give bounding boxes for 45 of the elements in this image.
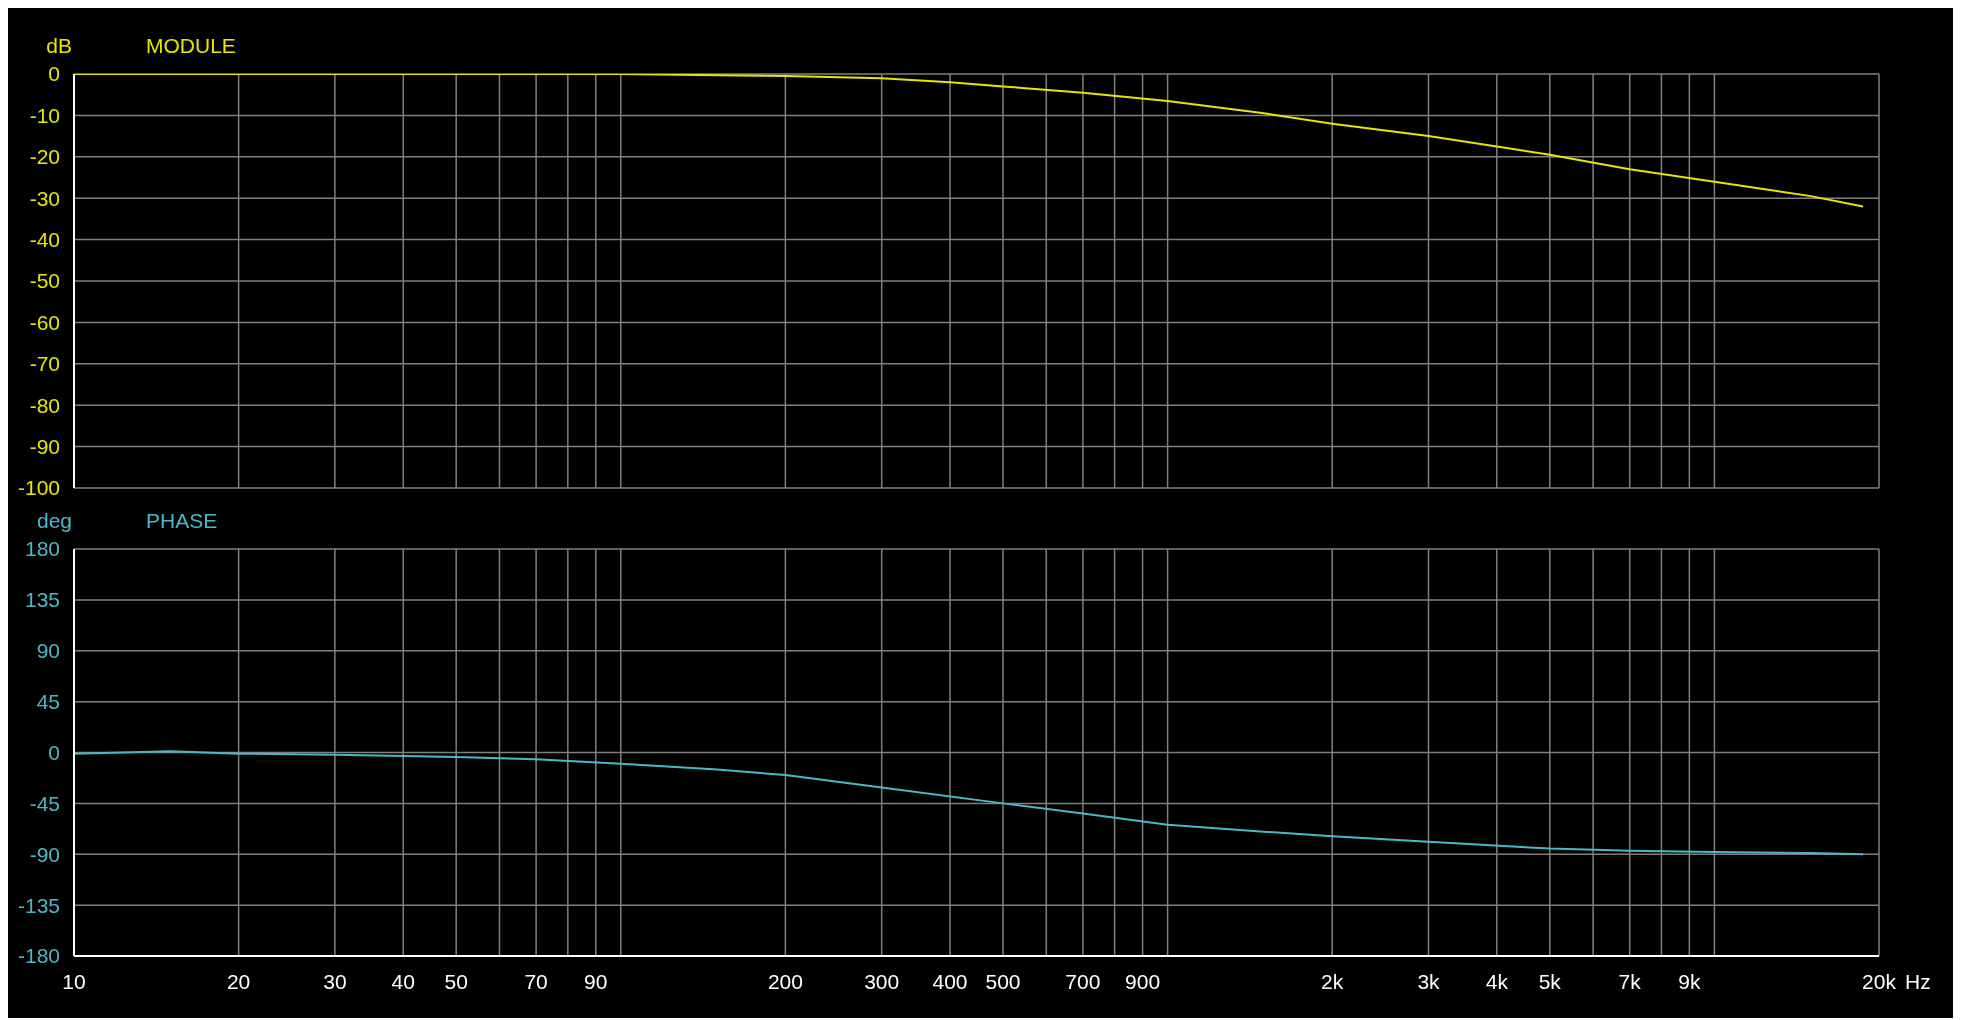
y-tick-label: -60: [29, 310, 60, 334]
y-tick-label: -100: [17, 476, 60, 500]
y-tick-label: 135: [24, 588, 60, 612]
y-tick-label: 0: [48, 62, 60, 86]
x-tick-label: 400: [932, 969, 968, 993]
series-label: MODULE: [146, 34, 236, 58]
y-tick-label: 45: [36, 690, 60, 714]
x-tick-label: 500: [985, 969, 1021, 993]
x-axis-title: Hz: [1905, 970, 1931, 994]
y-tick-label: -80: [29, 393, 60, 417]
y-tick-label: -50: [29, 269, 60, 293]
y-tick-label: 90: [36, 639, 60, 663]
y-tick-label: -45: [29, 791, 60, 815]
x-tick-label: 4k: [1485, 969, 1509, 993]
x-tick-label: 20: [226, 969, 251, 993]
x-tick-label: 2k: [1321, 969, 1344, 993]
y-tick-label: -135: [17, 893, 60, 917]
y-tick-label: -70: [29, 352, 60, 376]
y-tick-label: -180: [17, 944, 60, 968]
x-tick-label: 3k: [1417, 969, 1441, 993]
x-tick-label: 70: [524, 969, 548, 993]
x-tick-label: 700: [1065, 969, 1101, 993]
x-tick-label: 5k: [1538, 969, 1562, 993]
x-tick-label: 50: [444, 969, 468, 993]
x-tick-label: 200: [767, 969, 803, 993]
x-tick-label: 20k: [1862, 969, 1897, 993]
x-tick-label: 90: [584, 969, 608, 993]
y-tick-label: 180: [24, 537, 60, 561]
y-tick-label: -40: [29, 228, 60, 252]
x-tick-label: 9k: [1678, 969, 1701, 993]
x-tick-label: 300: [864, 969, 900, 993]
y-axis-title: deg: [35, 509, 72, 533]
y-tick-label: -20: [29, 145, 60, 169]
y-tick-label: 0: [48, 740, 60, 764]
x-tick-label: 7k: [1618, 969, 1642, 993]
y-tick-label: -90: [29, 842, 60, 866]
y-axis-title: dB: [45, 34, 72, 58]
y-tick-label: -30: [29, 186, 60, 210]
x-tick-label: 900: [1125, 969, 1161, 993]
y-tick-label: -10: [29, 103, 60, 127]
text: PHASE: [146, 509, 218, 533]
x-tick-label: 30: [323, 969, 347, 993]
x-tick-label: 10: [62, 969, 86, 993]
y-tick-label: -90: [29, 435, 60, 459]
x-tick-label: 40: [391, 969, 415, 993]
